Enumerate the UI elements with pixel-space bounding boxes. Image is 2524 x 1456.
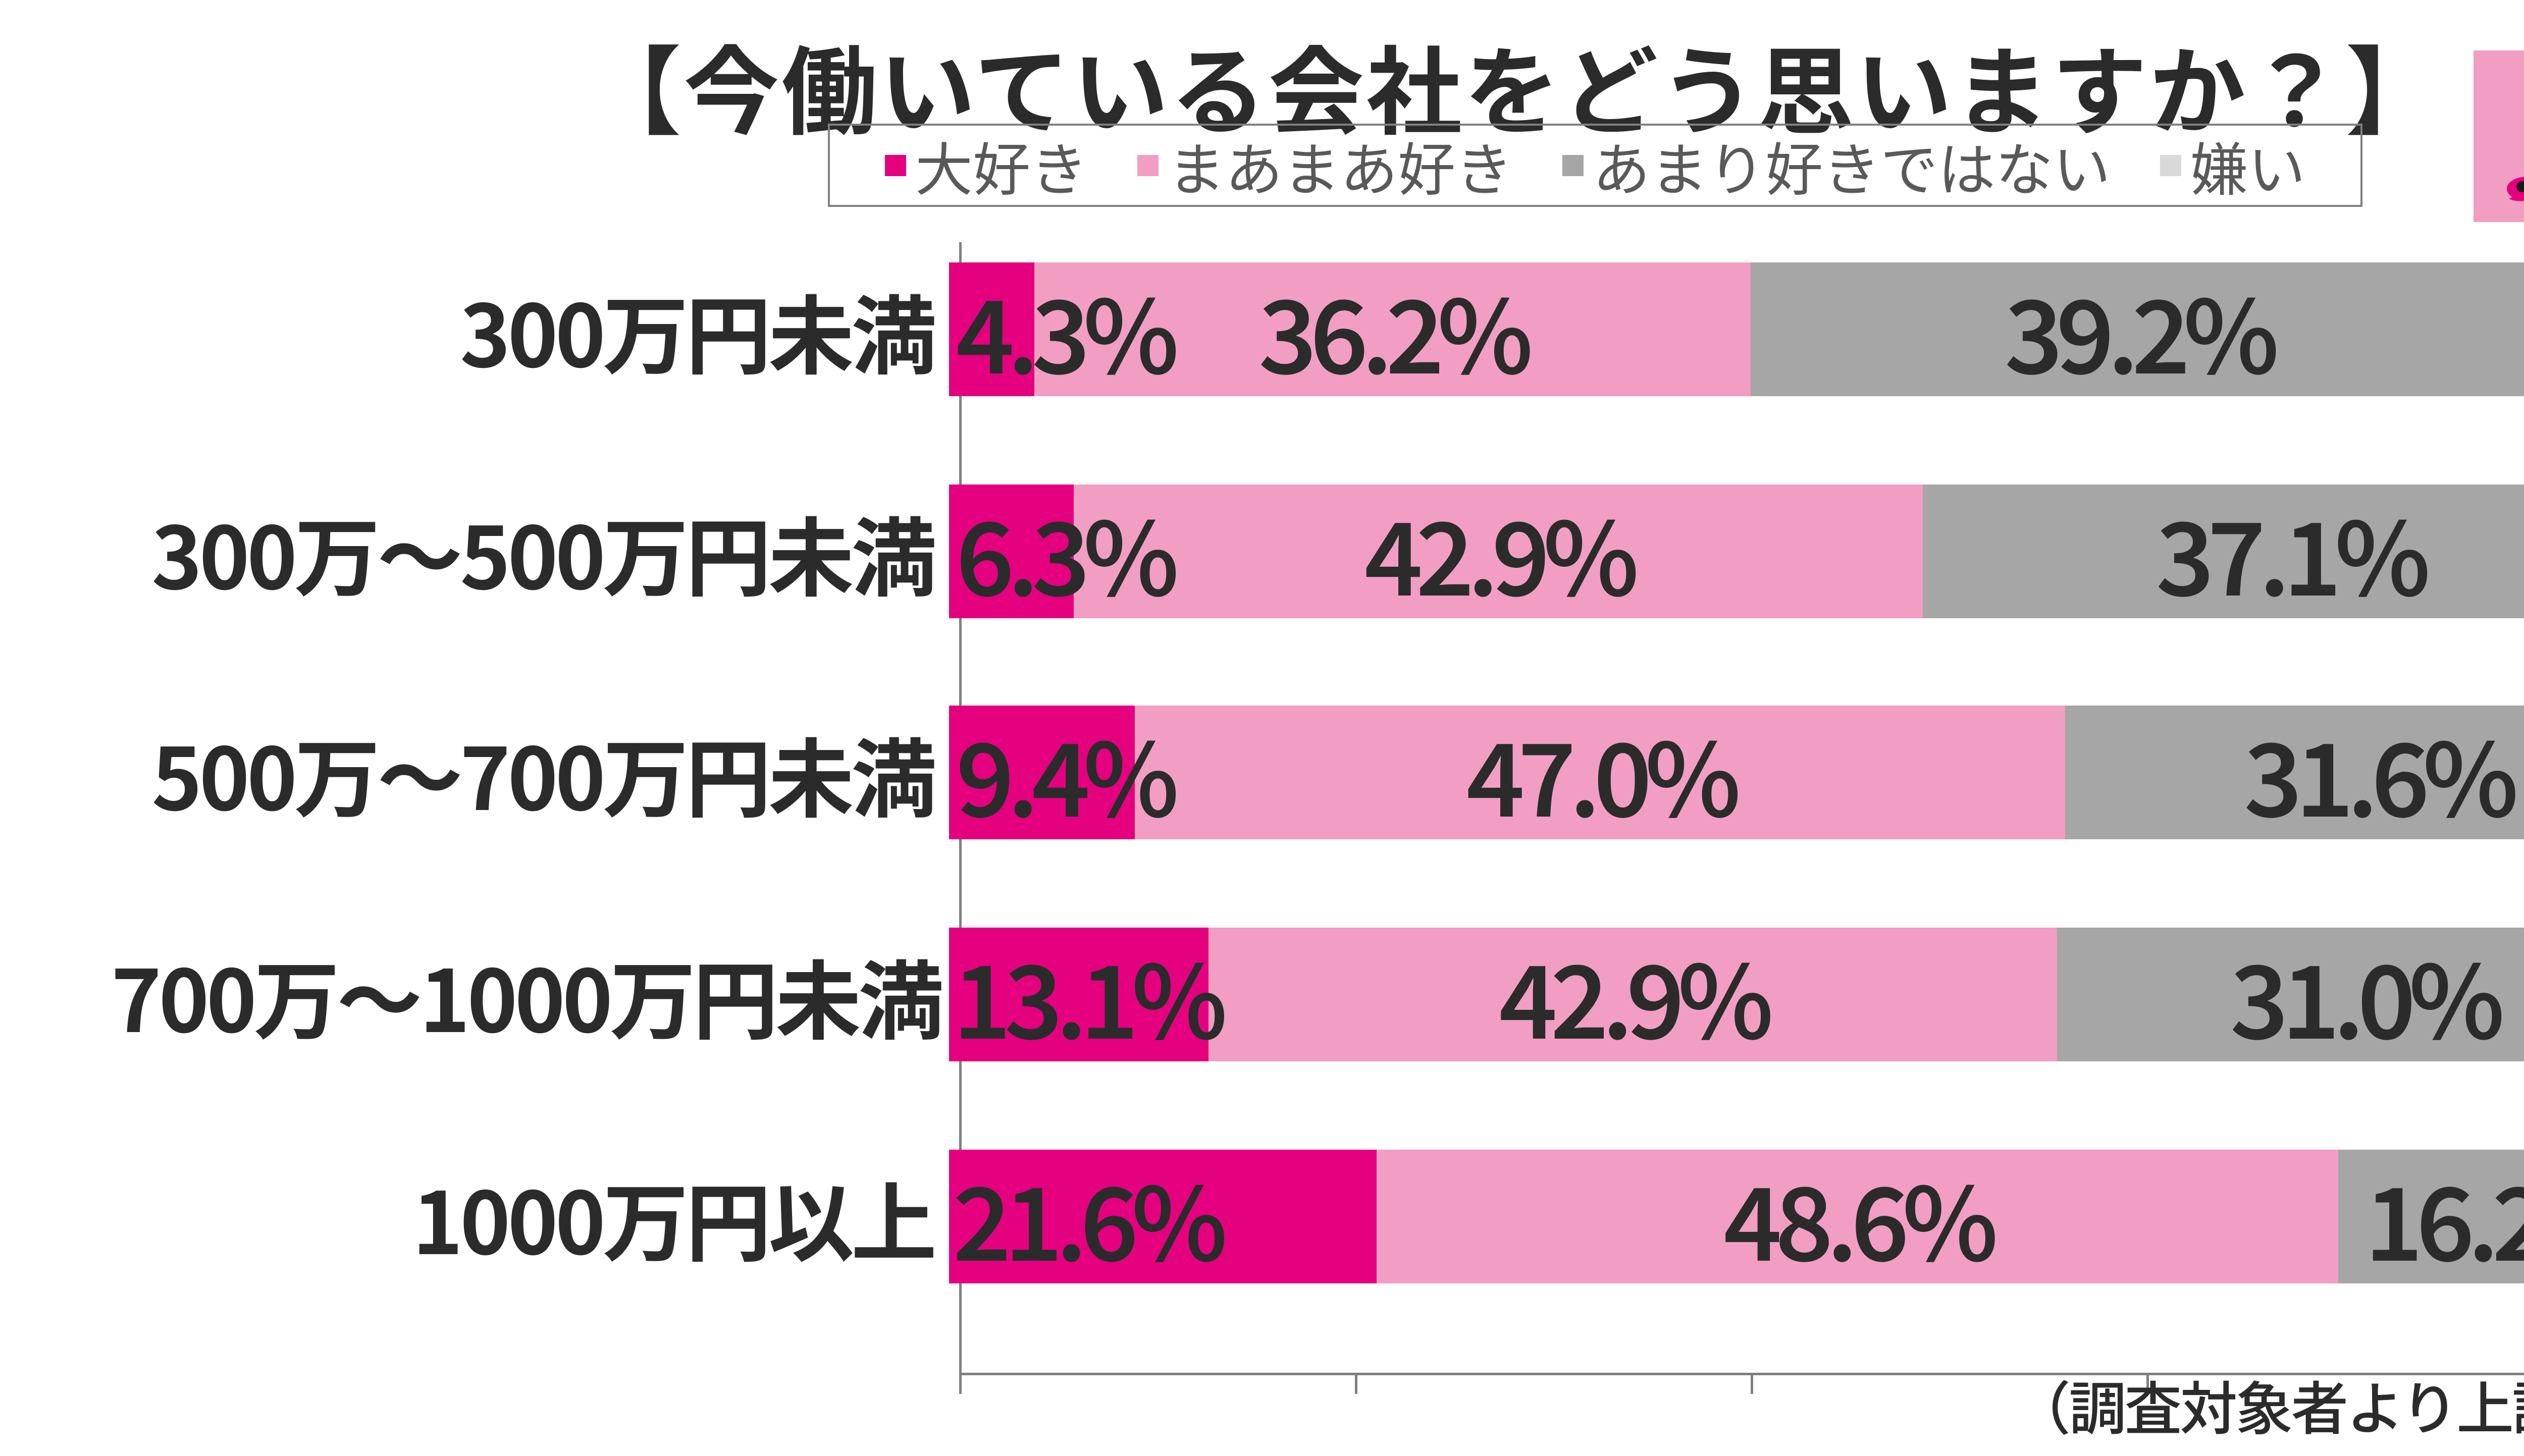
bar-value-label: 31.6%	[2244, 699, 2511, 846]
bar-value-label: 4.3%	[956, 256, 1172, 403]
legend-label: 大好き	[915, 124, 1088, 207]
bar-track: 9.4%47.0%31.6%12.0%	[949, 706, 2524, 839]
legend-swatch	[885, 155, 906, 176]
x-tick	[959, 1373, 962, 1394]
bar-value-label: 36.2%	[1258, 256, 1526, 403]
legend-item: まあまあ好き	[1137, 124, 1513, 207]
bar-labels: 13.1%42.9%31.0%13.1%	[949, 928, 2524, 1061]
bar-labels: 9.4%47.0%31.6%12.0%	[949, 706, 2524, 839]
x-tick	[1355, 1373, 1357, 1394]
legend-label: あまり好きではない	[1593, 124, 2111, 207]
bar-value-label: 13.1%	[953, 922, 1220, 1068]
row-label: 500万〜700万円未満	[111, 711, 949, 835]
legend: 大好き まあまあ好き あまり好きではない 嫌い	[828, 124, 2362, 207]
legend-item: 嫌い	[2160, 124, 2305, 207]
bar-track: 13.1%42.9%31.0%13.1%	[949, 928, 2524, 1061]
chart-row: 300万円未満4.3%36.2%39.2%20.3%	[111, 262, 2524, 396]
chart-row: 700万〜1000万円未満13.1%42.9%31.0%13.1%	[111, 928, 2524, 1061]
x-tick	[1751, 1373, 1753, 1394]
footnote: （調査対象者より上記1154人を抜粋）	[2013, 1363, 2524, 1446]
chart-row: 300万〜500万円未満6.3%42.9%37.1%13.8%	[111, 484, 2524, 618]
legend-item: あまり好きではない	[1562, 124, 2111, 207]
chart-row: 1000万円以上21.6%48.6%16.2%13.5%	[111, 1150, 2524, 1283]
brand-logo: 気になるアレを大調査ニュース！ しらべぇ	[2474, 50, 2524, 222]
legend-label: まあまあ好き	[1168, 124, 1513, 207]
bar-value-label: 31.0%	[2230, 922, 2498, 1068]
chart-row: 500万〜700万円未満9.4%47.0%31.6%12.0%	[111, 706, 2524, 839]
bar-value-label: 37.1%	[2156, 478, 2424, 625]
bar-labels: 4.3%36.2%39.2%20.3%	[949, 262, 2524, 396]
row-label: 300万円未満	[111, 267, 949, 392]
legend-swatch	[1137, 155, 1159, 176]
bar-labels: 6.3%42.9%37.1%13.8%	[949, 484, 2524, 618]
bar-value-label: 21.6%	[953, 1144, 1220, 1290]
bar-value-label: 9.4%	[956, 699, 1172, 846]
row-label: 700万〜1000万円未満	[111, 933, 949, 1057]
bar-value-label: 48.6%	[1723, 1144, 1991, 1290]
bar-value-label: 39.2%	[2005, 256, 2272, 403]
bar-track: 4.3%36.2%39.2%20.3%	[949, 262, 2524, 396]
row-label: 1000万円以上	[111, 1155, 949, 1279]
legend-label: 嫌い	[2190, 124, 2305, 207]
legend-item: 大好き	[885, 124, 1088, 207]
bar-track: 21.6%48.6%16.2%13.5%	[949, 1150, 2524, 1283]
bar-value-label: 42.9%	[1364, 478, 1632, 625]
bar-value-label: 6.3%	[956, 478, 1172, 625]
bar-value-label: 16.2%	[2364, 1144, 2524, 1290]
bar-value-label: 47.0%	[1466, 699, 1733, 846]
legend-swatch	[1562, 155, 1584, 176]
bar-value-label: 42.9%	[1499, 922, 1766, 1068]
bar-labels: 21.6%48.6%16.2%13.5%	[949, 1150, 2524, 1283]
shirabee-icon	[2489, 63, 2524, 209]
bar-track: 6.3%42.9%37.1%13.8%	[949, 484, 2524, 618]
row-label: 300万〜500万円未満	[111, 490, 949, 614]
legend-swatch	[2160, 155, 2181, 176]
